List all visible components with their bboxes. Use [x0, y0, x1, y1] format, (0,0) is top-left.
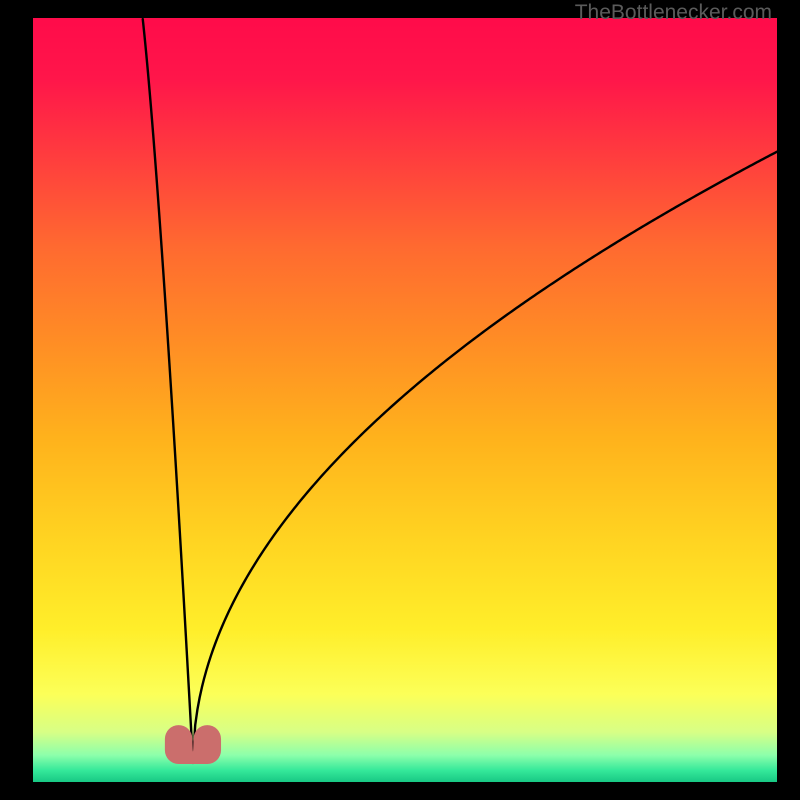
plot-gradient-background — [33, 18, 777, 782]
chart-stage: TheBottlenecker.com — [0, 0, 800, 800]
bottleneck-chart — [0, 0, 800, 800]
